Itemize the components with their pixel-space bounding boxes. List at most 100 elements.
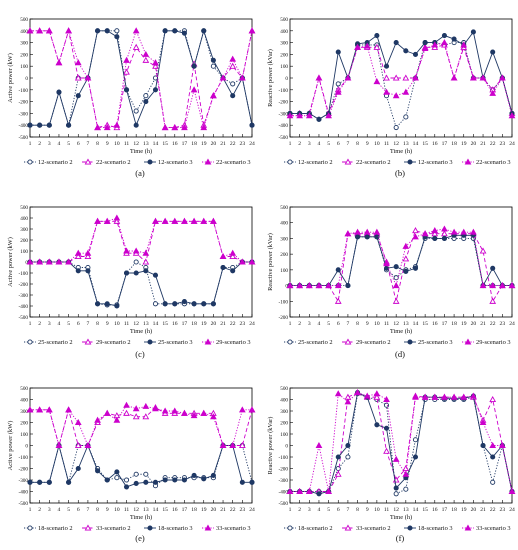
x-tick-label: 20	[211, 321, 217, 327]
data-point	[296, 487, 304, 495]
data-point	[84, 74, 92, 81]
legend-label: 12-scenario 2	[38, 159, 73, 166]
data-point	[219, 252, 227, 260]
data-point	[26, 27, 34, 34]
y-tick-label: 500	[280, 205, 288, 211]
data-point	[238, 74, 246, 81]
legend-entry: 22-scenario 2	[342, 158, 391, 166]
x-tick-label: 4	[318, 507, 321, 513]
data-point	[450, 393, 458, 400]
series-22-scenario-2	[286, 41, 516, 116]
data-point	[373, 228, 381, 235]
legend-label: 33-scenario 2	[356, 525, 391, 532]
y-tick-label: -400	[18, 490, 28, 496]
data-point	[354, 228, 361, 235]
series-line	[30, 406, 253, 448]
x-tick-label: 20	[471, 507, 477, 513]
data-point	[210, 472, 216, 478]
legend-entry: 18-scenario 3	[404, 525, 453, 532]
x-tick-label: 10	[374, 321, 380, 327]
data-point	[152, 87, 159, 93]
plot-frame	[289, 387, 513, 504]
y-axis-label: Reactive power (kVar)	[267, 49, 274, 107]
x-tick-label: 14	[153, 507, 159, 513]
data-point	[498, 282, 506, 289]
data-point	[498, 441, 506, 449]
data-point	[84, 252, 92, 260]
data-point	[142, 413, 150, 420]
legend-entry: 29-scenario 2	[342, 338, 391, 346]
y-tick-label: 300	[280, 41, 288, 47]
data-point	[392, 74, 400, 81]
series-line	[30, 261, 252, 307]
x-tick-label: 18	[451, 507, 457, 513]
data-point	[441, 235, 447, 241]
data-point	[392, 455, 400, 462]
data-point	[508, 487, 516, 495]
x-tick-label: 3	[48, 507, 51, 513]
x-tick-label: 4	[58, 507, 61, 513]
x-tick-label: 15	[162, 141, 168, 147]
series-line	[30, 443, 252, 488]
data-point	[37, 122, 43, 128]
data-point	[114, 469, 120, 475]
panel-caption: (a)	[135, 168, 145, 178]
data-point	[123, 270, 130, 276]
x-tick-label: 16	[432, 507, 438, 513]
legend-entry: 25-scenario 3	[144, 339, 193, 346]
data-point	[392, 297, 400, 304]
data-point	[490, 454, 496, 460]
x-tick-label: 15	[162, 507, 168, 513]
legend-label: 33-scenario 2	[96, 525, 131, 532]
x-tick-label: 17	[182, 141, 188, 147]
data-point	[373, 78, 381, 85]
y-tick-label: -400	[18, 304, 28, 310]
data-point	[46, 122, 52, 128]
data-point	[344, 230, 352, 237]
series-18-scenario-3	[287, 390, 515, 497]
data-point	[104, 477, 110, 483]
legend-entry: 22-scenario 2	[82, 158, 131, 166]
data-point	[191, 472, 197, 478]
data-point	[374, 32, 380, 39]
y-tick-label: 200	[20, 238, 28, 244]
data-point	[431, 393, 439, 400]
legend-marker	[204, 158, 212, 165]
series-line	[290, 30, 513, 120]
x-tick-label: 10	[114, 321, 120, 327]
legend-entry: 12-scenario 3	[144, 159, 193, 166]
legend-marker	[407, 159, 413, 165]
data-point	[181, 477, 187, 483]
data-point	[441, 393, 448, 400]
legend-label: 18-scenario 2	[298, 525, 333, 532]
data-point	[402, 242, 410, 249]
x-tick-label: 1	[289, 141, 292, 147]
data-point	[334, 470, 342, 477]
y-tick-label: 0	[25, 76, 28, 82]
x-tick-label: 6	[337, 141, 340, 147]
series-33-scenario-3	[26, 401, 256, 449]
legend-entry: 18-scenario 3	[144, 525, 193, 532]
data-point	[113, 121, 121, 128]
data-point	[95, 301, 101, 307]
panel-caption: (e)	[135, 533, 145, 543]
data-point	[355, 234, 361, 240]
data-point	[248, 258, 256, 265]
data-point	[412, 437, 419, 443]
legend-marker	[147, 525, 153, 531]
legend-marker	[344, 524, 352, 531]
panel-caption: (d)	[395, 349, 405, 359]
x-axis-label: Time (h)	[130, 514, 152, 521]
y-tick-label: 300	[280, 409, 288, 415]
y-tick-label: 500	[280, 17, 288, 23]
x-tick-label: 18	[451, 141, 457, 147]
x-tick-label: 1	[289, 321, 292, 327]
data-point	[325, 487, 332, 495]
data-point	[315, 74, 323, 81]
y-tick-label: 100	[280, 268, 288, 274]
x-tick-label: 22	[490, 321, 496, 327]
legend-marker	[464, 158, 472, 165]
x-tick-label: 14	[413, 507, 419, 513]
x-tick-label: 15	[162, 321, 168, 327]
